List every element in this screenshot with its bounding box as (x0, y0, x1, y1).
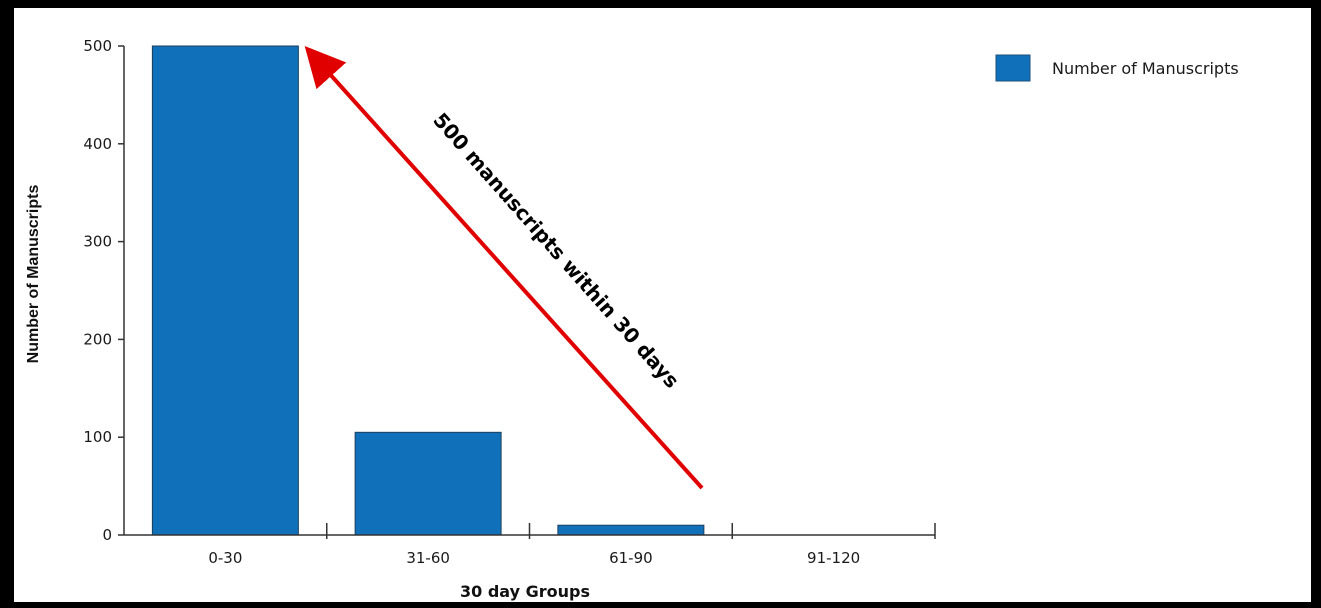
bars-group (151, 45, 705, 536)
y-tick-label: 0 (102, 526, 112, 544)
y-tick-label: 300 (83, 233, 112, 251)
x-tick-label: 0-30 (208, 549, 242, 567)
bar-31-60 (354, 431, 502, 536)
x-tick-label: 31-60 (406, 549, 450, 567)
y-ticks-group: 0 100 200 300 400 500 (83, 37, 124, 544)
bar-0-30 (151, 45, 299, 536)
legend: Number of Manuscripts (995, 54, 1239, 82)
y-tick-label: 500 (83, 37, 112, 55)
x-tick-label: 61-90 (609, 549, 653, 567)
x-tick-label: 91-120 (807, 549, 860, 567)
y-tick-label: 200 (83, 330, 112, 348)
annotation-arrow (304, 46, 704, 490)
annotation-text: 500 manuscripts within 30 days (428, 108, 684, 393)
legend-label: Number of Manuscripts (1052, 59, 1239, 78)
y-axis-label: Number of Manuscripts (25, 185, 42, 364)
y-tick-label: 400 (83, 135, 112, 153)
x-ticks-group: 0-30 31-60 61-90 91-120 (208, 523, 936, 567)
legend-swatch (995, 54, 1031, 82)
x-axis-label: 30 day Groups (460, 582, 590, 601)
bar-61-90 (557, 524, 705, 536)
y-tick-label: 100 (83, 428, 112, 446)
